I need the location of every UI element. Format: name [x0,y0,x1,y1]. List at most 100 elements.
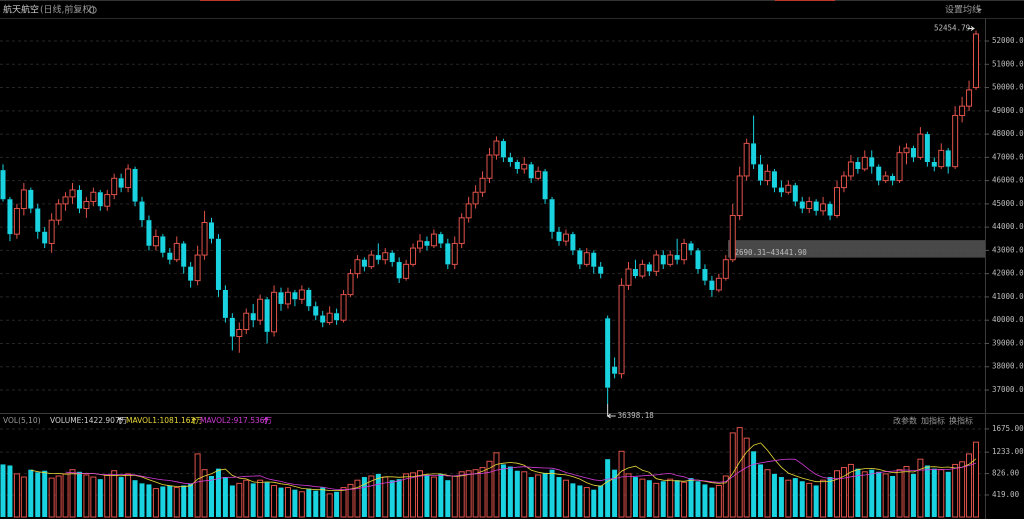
candle-body [542,171,548,200]
candle-body [354,259,361,275]
candle-body [709,280,715,290]
volume-bar [896,469,903,518]
candle-body [778,187,784,193]
volume-bar [417,470,423,518]
indicator-button[interactable]: 换指标 [949,416,973,426]
volume-bar [250,483,256,517]
volume-bar [278,487,284,517]
candle-body [152,235,159,247]
volume-bar [924,465,930,517]
volume-bar [271,484,278,518]
volume-bar [507,466,513,517]
vol-tick-label: 1675.00 [992,424,1024,433]
volume-bar [146,484,152,517]
candle-body [104,194,111,207]
candle-body [869,157,875,167]
volume-bar [514,470,520,517]
volume-bar [389,480,395,517]
stock-title: 航天航空 [3,4,39,16]
candle-body [90,191,97,203]
y-tick-label: 43000.00 [992,245,1024,254]
candle-body [605,318,611,388]
y-tick-label: 42000.00 [992,269,1024,278]
volume-bar [493,452,500,518]
low-label: 36398.18 [618,411,655,420]
volume-bar [938,469,945,518]
candle-body [771,171,777,188]
volume-bar [257,479,264,518]
candle-body [334,313,340,321]
candle-body [69,189,76,198]
candle-body [764,170,771,182]
candle-body [840,175,847,189]
candle-body [646,264,652,272]
volume-bar [354,479,361,518]
candle-body [451,242,458,265]
up-arrow [117,417,123,424]
candle-body [271,291,278,333]
volume-bar [952,463,959,518]
vol-value: VOLUME:1422.907万 [50,416,128,425]
candle-body [396,262,402,279]
candle-body [910,148,916,158]
candle-body [229,317,235,337]
candle-body [785,184,792,193]
volume-bar [834,470,840,518]
y-tick-label: 45000.00 [992,199,1024,208]
candle-body [403,263,410,279]
candle-body [257,298,264,321]
volume-bar [792,478,798,517]
volume-bar [188,483,194,517]
volume-bar [743,437,750,518]
volume-bar [118,477,124,517]
volume-bar [681,481,688,518]
volume-bar [438,473,444,517]
volume-bar [910,473,916,517]
volume-bar [167,485,173,517]
dropdown-icon[interactable] [977,9,982,12]
volume-bar [320,487,326,517]
volume-bar [20,476,27,518]
volume-bar [562,479,569,518]
indicator-button[interactable]: 加指标 [921,416,945,426]
candle-body [903,147,910,154]
high-arrow [968,26,975,31]
candle-body [556,231,562,242]
volume-bar [855,468,861,517]
volume-bar [625,473,632,518]
volume-bar [660,481,666,517]
candle-body [653,254,660,272]
volume-bar [722,475,729,518]
y-tick-label: 39000.00 [992,338,1024,347]
volume-bar [709,487,715,517]
volume-bar [890,475,896,517]
y-tick-label: 38000.00 [992,362,1024,371]
candle-body [250,313,256,321]
volume-bar [612,469,618,517]
candle-body [625,268,632,286]
settings-icon[interactable] [89,6,97,14]
volume-bar [632,477,638,517]
candle-body [48,219,55,244]
candle-body [424,241,430,246]
volume-bar [451,475,458,518]
candle-body [715,277,722,291]
candle-body [194,254,201,282]
ma-settings[interactable]: 设置均线 [945,4,981,16]
indicator-button[interactable]: 改参数 [893,416,917,426]
candle-body [160,236,166,253]
candle-body [361,259,367,267]
candle-body [945,150,951,167]
candle-body [410,247,417,265]
volume-bar [535,474,542,518]
candle-body [181,243,187,267]
candle-body [514,162,520,169]
candle-body [743,142,750,177]
candle-body [952,114,959,168]
candle-body [577,250,583,265]
candle-body [382,252,389,261]
candle-body [695,250,701,270]
candle-body [20,189,27,210]
candle-body [215,238,221,290]
